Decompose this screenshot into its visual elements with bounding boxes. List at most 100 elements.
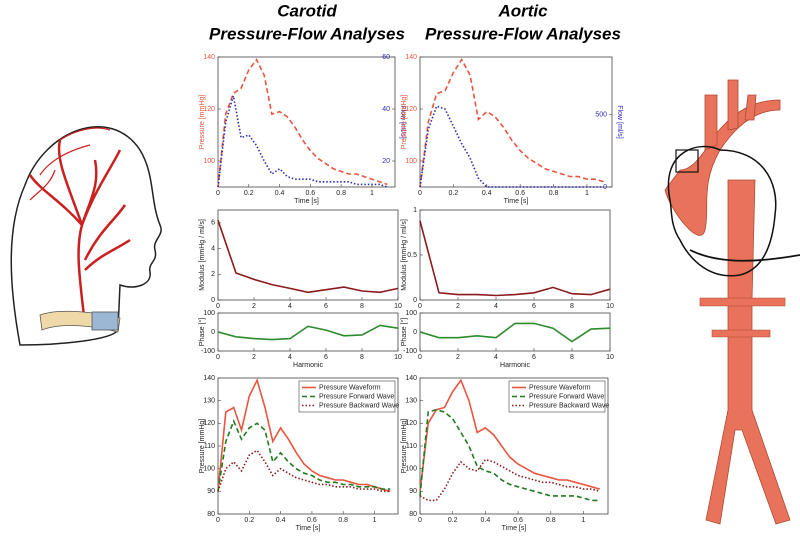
y-tick-label: 120 bbox=[405, 106, 417, 113]
x-axis-label: Time [s] bbox=[296, 525, 321, 532]
y-tick-label: 100 bbox=[405, 158, 417, 165]
legend-label: Pressure Backward Wave bbox=[529, 402, 609, 409]
chart: 0 0.2 0.4 0.6 0.8 1 100 120 140 20 40 60 Time [s] Pre… bbox=[199, 54, 406, 205]
y-tick-label: 110 bbox=[204, 443, 215, 450]
y-tick-label: 140 bbox=[405, 375, 417, 382]
y-tick-label: 100 bbox=[203, 310, 215, 317]
x-tick-label: 10 bbox=[606, 354, 614, 361]
y-axis-label: Pressure [mmHg] bbox=[401, 95, 408, 150]
y-tick-label: 120 bbox=[405, 420, 417, 427]
x-tick-label: 0 bbox=[418, 354, 422, 361]
x-axis-label: Time [s] bbox=[294, 198, 319, 205]
x-tick-label: 0 bbox=[216, 303, 220, 310]
y-axis-label: Modulus [mmHg / ml/s] bbox=[199, 219, 206, 291]
plot-frame bbox=[419, 56, 613, 188]
y-tick-label: 1 bbox=[413, 207, 417, 214]
column-heading: Aortic bbox=[497, 1, 548, 20]
x-tick-label: 8 bbox=[570, 354, 574, 361]
y-tick-label: -100 bbox=[403, 348, 417, 355]
column-heading: Carotid bbox=[277, 1, 337, 20]
x-tick-label: 0.6 bbox=[307, 517, 317, 524]
x-tick-label: 0.8 bbox=[549, 190, 559, 197]
y2-tick-label: 0 bbox=[603, 184, 607, 191]
x-axis-label: Harmonic bbox=[500, 362, 530, 369]
legend-label: Pressure Forward Wave bbox=[529, 393, 604, 400]
legend-label: Pressure Backward Wave bbox=[319, 402, 399, 409]
data-line bbox=[217, 378, 391, 493]
legend-label: Pressure Waveform bbox=[319, 384, 381, 391]
data-line bbox=[419, 220, 611, 297]
y-axis-label: Phase [°] bbox=[198, 318, 206, 347]
x-tick-label: 0.2 bbox=[244, 190, 254, 197]
chart: 0 0.2 0.4 0.6 0.8 1 80 90 100 110 120 130 140 Time [s… bbox=[199, 375, 400, 532]
x-tick-label: 1 bbox=[370, 190, 374, 197]
column-heading: Pressure-Flow Analyses bbox=[425, 24, 621, 43]
x-tick-label: 0.2 bbox=[449, 190, 459, 197]
x-tick-label: 0.4 bbox=[481, 517, 491, 524]
x-tick-label: 10 bbox=[394, 354, 402, 361]
y-axis-label: Pressure [mmHg] bbox=[199, 95, 206, 150]
x-tick-label: 8 bbox=[360, 303, 364, 310]
chart: 0 0.2 0.4 0.6 0.8 1 100 120 140 0 500 Time [s] Press… bbox=[401, 54, 623, 205]
y-axis-label: Pressure [mmHg] bbox=[401, 419, 408, 474]
y-tick-label: 100 bbox=[405, 466, 417, 473]
x-axis-label: Harmonic bbox=[293, 362, 323, 369]
y-tick-label: 100 bbox=[203, 158, 215, 165]
plot-frame bbox=[217, 56, 396, 188]
plot-frame bbox=[419, 312, 611, 352]
y-tick-label: 120 bbox=[203, 420, 215, 427]
y-tick-label: 140 bbox=[405, 54, 417, 61]
x-tick-label: 1 bbox=[582, 517, 586, 524]
legend-label: Pressure Waveform bbox=[529, 384, 591, 391]
x-tick-label: 10 bbox=[394, 303, 402, 310]
x-tick-label: 0 bbox=[216, 517, 220, 524]
x-tick-label: 0.4 bbox=[275, 190, 285, 197]
x-tick-label: 4 bbox=[288, 303, 292, 310]
x-tick-label: 2 bbox=[456, 303, 460, 310]
y-tick-label: 0 bbox=[413, 297, 417, 304]
x-tick-label: 0 bbox=[418, 190, 422, 197]
chart: 0 2 4 6 8 10 0 0.5 1 Modulus [mmHg / ml/s] bbox=[401, 207, 614, 310]
y-axis-label: Phase [°] bbox=[400, 318, 408, 347]
x-tick-label: 0.8 bbox=[546, 517, 556, 524]
y-tick-label: 6 bbox=[211, 220, 215, 227]
data-line bbox=[217, 418, 391, 492]
y-tick-label: 130 bbox=[203, 398, 215, 405]
x-tick-label: 0.6 bbox=[515, 190, 525, 197]
x-tick-label: 4 bbox=[494, 354, 498, 361]
plot-frame bbox=[217, 209, 399, 301]
x-tick-label: 6 bbox=[532, 303, 536, 310]
x-tick-label: 0.4 bbox=[276, 517, 286, 524]
y-tick-label: 90 bbox=[409, 488, 417, 495]
aorta-illustration bbox=[664, 79, 800, 525]
y2-axis-label: Flow [ml/s] bbox=[616, 105, 623, 139]
plot-frame bbox=[217, 312, 399, 352]
y-tick-label: 0 bbox=[413, 329, 417, 336]
x-tick-label: 0.8 bbox=[336, 190, 346, 197]
x-tick-label: 0.6 bbox=[305, 190, 315, 197]
x-tick-label: 6 bbox=[532, 354, 536, 361]
x-tick-label: 0.2 bbox=[244, 517, 254, 524]
y-tick-label: 4 bbox=[211, 245, 215, 252]
data-line bbox=[217, 95, 388, 188]
y-tick-label: 90 bbox=[207, 488, 215, 495]
x-tick-label: 0 bbox=[418, 517, 422, 524]
legend-label: Pressure Forward Wave bbox=[319, 393, 394, 400]
x-tick-label: 10 bbox=[606, 303, 614, 310]
data-line bbox=[419, 58, 604, 188]
x-tick-label: 0 bbox=[216, 190, 220, 197]
x-tick-label: 6 bbox=[324, 354, 328, 361]
x-tick-label: 8 bbox=[360, 354, 364, 361]
y-tick-label: 100 bbox=[405, 310, 417, 317]
head-illustration bbox=[10, 126, 162, 346]
x-tick-label: 0.6 bbox=[513, 517, 523, 524]
y-tick-label: 100 bbox=[203, 466, 215, 473]
y-tick-label: 0.5 bbox=[407, 252, 417, 259]
data-line bbox=[217, 324, 399, 341]
data-line bbox=[217, 220, 399, 294]
x-tick-label: 0.2 bbox=[448, 517, 458, 524]
x-tick-label: 4 bbox=[288, 354, 292, 361]
plot-frame bbox=[419, 209, 611, 301]
